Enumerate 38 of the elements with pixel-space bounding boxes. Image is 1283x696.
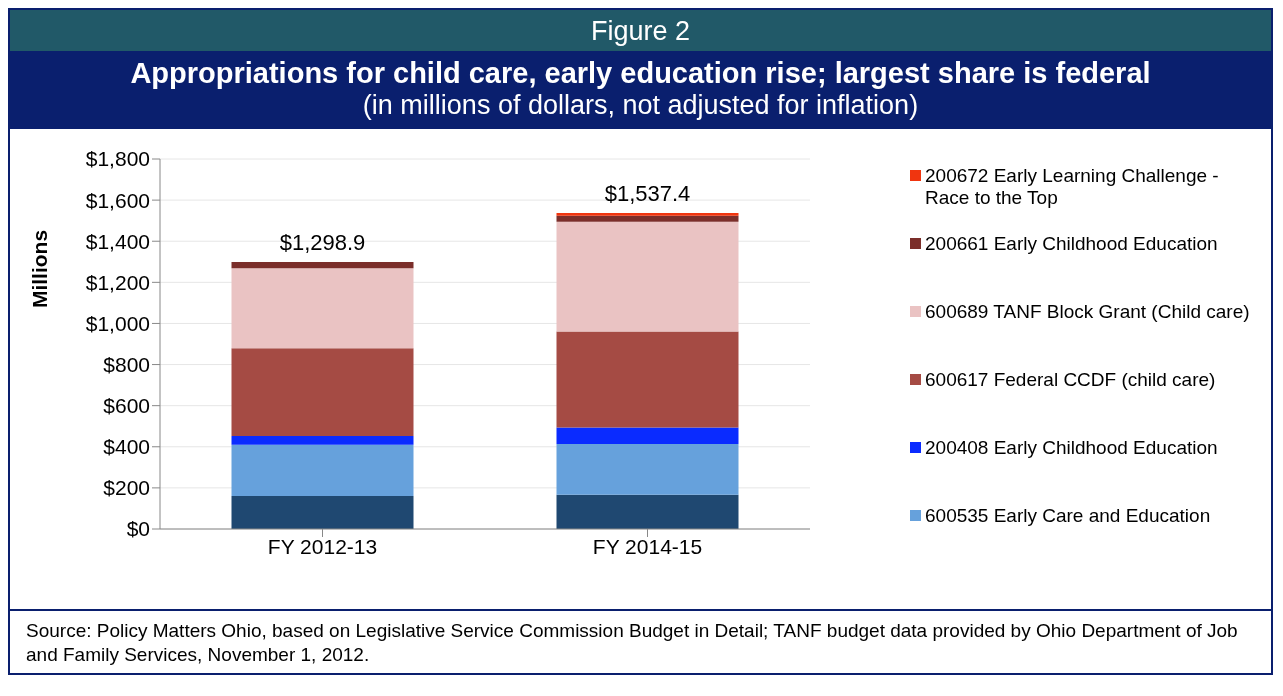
bar [556, 494, 739, 529]
chart-title: Appropriations for child care, early education rise; largest share is federal [129, 57, 1152, 90]
bar [556, 212, 739, 216]
y-tick-label: $600 [103, 394, 150, 418]
legend-label: 200408 Early Childhood Education [925, 437, 1218, 459]
caption: Figure 2 [10, 10, 1271, 51]
chart-subtitle: (in millions of dollars, not adjusted for inflation) [361, 90, 920, 121]
y-tick-label: $1,400 [85, 229, 150, 253]
bar [231, 496, 414, 529]
bar [556, 427, 739, 444]
bar [231, 444, 414, 497]
y-tick-label: $1,600 [85, 188, 150, 212]
legend-label: 600617 Federal CCDF (child care) [925, 369, 1216, 391]
x-tick-label: FY 2012-13 [267, 534, 378, 558]
legend-label: 600689 TANF Block Grant (Child care) [925, 301, 1250, 323]
total-label: $1,537.4 [604, 180, 691, 206]
bar [231, 348, 414, 436]
bar [231, 435, 414, 445]
y-tick-label: $800 [103, 353, 150, 377]
bar [231, 268, 414, 349]
x-tick-label: FY 2014-15 [592, 534, 703, 558]
legend-label: 200661 Early Childhood Education [925, 233, 1218, 255]
bar [556, 443, 739, 495]
y-tick-label: $400 [103, 435, 150, 459]
bar [556, 331, 739, 428]
bar [556, 215, 739, 222]
legend-label: 600535 Early Care and Education [925, 505, 1211, 527]
y-tick-label: $1,000 [85, 311, 150, 335]
y-tick-label: $1,200 [85, 270, 150, 294]
y-tick-label: $200 [103, 476, 150, 500]
legend-label: 200672 Early Learning Challenge - Race to the Top [925, 165, 1220, 209]
source-note: Source: Policy Matters Ohio, based on Legislative Service Commission Budget in Detail; TANF budget data provided by Ohio Department of Job and Family Services, November 1, 2012. [10, 609, 1271, 673]
y-tick-label: $0 [126, 517, 150, 541]
y-axis-title: Millions [28, 229, 52, 309]
bar [231, 262, 414, 269]
y-tick-label: $1,800 [85, 147, 150, 171]
total-label: $1,298.9 [279, 230, 366, 255]
bar [556, 221, 739, 332]
